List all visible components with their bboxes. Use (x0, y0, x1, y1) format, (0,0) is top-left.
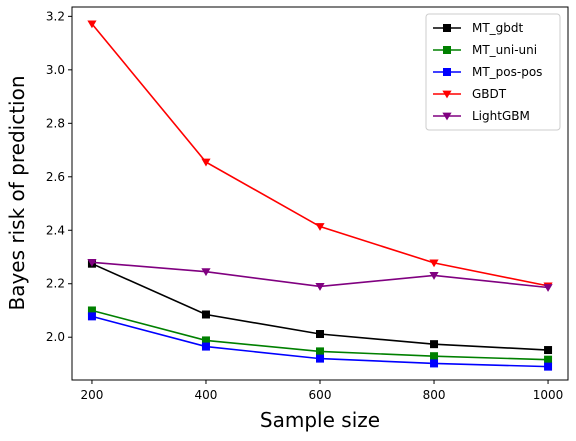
series-mt-gbdt (87, 259, 553, 355)
legend-label-mt-uni-uni: MT_uni-uni (472, 43, 537, 57)
data-point-mt-uni-uni (201, 336, 210, 345)
legend-marker-mt-uni-uni (443, 46, 451, 54)
legend: MT_gbdt MT_uni-uni MT_pos-pos GBDT LightGBM (425, 13, 561, 131)
series-mt-pos-pos (87, 312, 553, 371)
legend-box (425, 13, 561, 131)
series-lightgbm (87, 258, 553, 292)
y-tick-label: 2.8 (46, 116, 65, 130)
x-axis-label: Sample size (260, 408, 380, 432)
y-tick-label: 2.4 (46, 223, 65, 237)
data-point-mt-pos-pos (430, 359, 439, 368)
series-layer (87, 20, 553, 371)
data-point-mt-pos-pos (316, 354, 324, 363)
legend-marker-mt-pos-pos (443, 68, 451, 76)
data-point-lightgbm (201, 268, 211, 277)
y-axis-label: Bayes risk of prediction (5, 75, 29, 310)
data-point-mt-pos-pos (544, 362, 553, 371)
data-point-mt-uni-uni (316, 347, 324, 356)
legend-marker-mt-gbdt (443, 24, 451, 32)
series-mt-uni-uni (87, 306, 553, 364)
x-tick-label: 1000 (533, 388, 564, 402)
legend-marker-lightgbm (442, 112, 452, 121)
legend-label-mt-gbdt: MT_gbdt (472, 21, 524, 35)
data-point-lightgbm (87, 258, 97, 267)
y-tick-label: 3.2 (46, 9, 65, 23)
x-tick-label: 200 (81, 388, 104, 402)
data-point-mt-uni-uni (430, 352, 439, 361)
data-point-lightgbm (315, 283, 325, 291)
data-point-gbdt (201, 158, 211, 167)
data-point-gbdt (87, 20, 97, 29)
legend-label-lightgbm: LightGBM (472, 109, 530, 123)
data-point-mt-gbdt (316, 330, 324, 339)
legend-label-mt-pos-pos: MT_pos-pos (472, 65, 542, 79)
data-point-mt-uni-uni (544, 355, 553, 364)
data-point-mt-uni-uni (87, 306, 96, 315)
data-point-lightgbm (543, 284, 553, 292)
data-point-mt-pos-pos (201, 342, 210, 351)
data-point-lightgbm (429, 272, 439, 280)
data-point-gbdt (429, 259, 439, 268)
y-tick-label: 2.0 (46, 330, 65, 344)
ticks-layer: 200 400 600 800 1000 2.0 2.2 2.4 2.6 2.8 3.0 3.2 (46, 9, 563, 402)
y-tick-label: 2.2 (46, 277, 65, 291)
data-point-mt-gbdt (430, 340, 439, 349)
y-tick-label: 3.0 (46, 63, 65, 77)
x-tick-label: 600 (309, 388, 332, 402)
legend-marker-gbdt (442, 90, 452, 99)
legend-label-gbdt: GBDT (472, 87, 507, 101)
data-point-mt-gbdt (201, 310, 210, 319)
x-tick-label: 800 (423, 388, 446, 402)
data-point-mt-gbdt (544, 346, 553, 355)
data-point-gbdt (315, 223, 325, 231)
data-point-mt-pos-pos (87, 312, 96, 321)
y-tick-label: 2.6 (46, 170, 65, 184)
x-tick-label: 400 (195, 388, 218, 402)
